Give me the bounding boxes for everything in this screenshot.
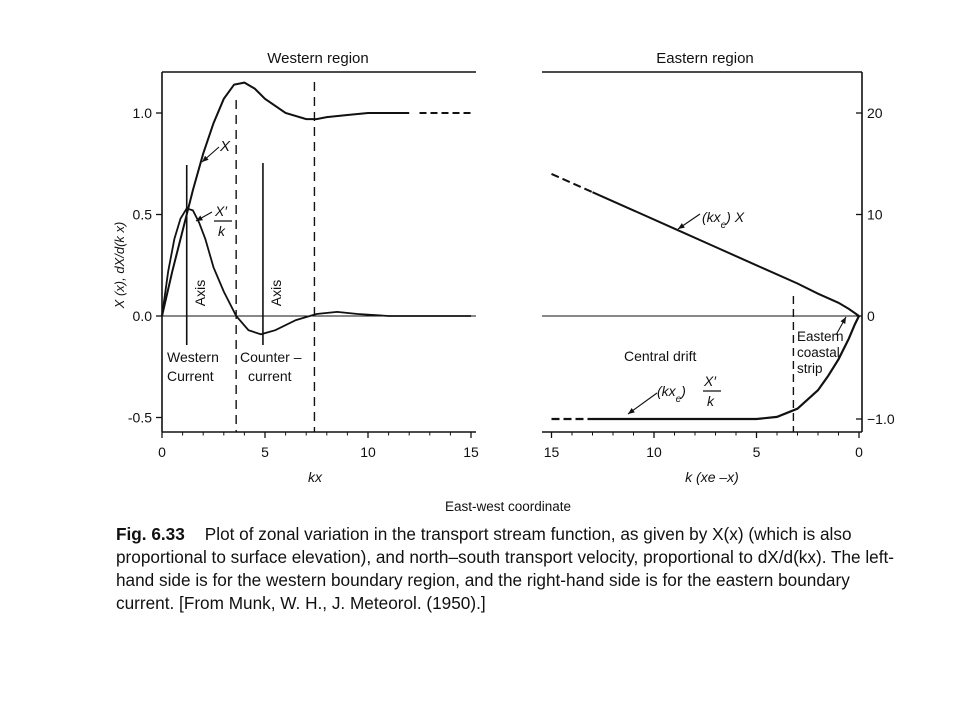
series-kxe-x-line (592, 191, 860, 317)
shared-xlabel: East-west coordinate (445, 499, 571, 514)
west-y-tick-label: -0.5 (128, 410, 152, 426)
label-kxe-x: (kxe) X (702, 209, 745, 231)
east-x-tick-label: 10 (646, 444, 662, 460)
west-x-tick-label: 15 (463, 444, 479, 460)
west-title: Western region (267, 50, 368, 67)
label-current: Current (167, 368, 214, 384)
label-western: Western (167, 349, 219, 365)
axis-label-2: Axis (268, 280, 284, 306)
west-x-tick-label: 0 (158, 444, 166, 460)
east-x-tick-label: 5 (753, 444, 761, 460)
east-y-tick-label: 20 (867, 105, 883, 121)
west-x-tick-label: 5 (261, 444, 269, 460)
label-kxe-xprime: (kxe) (657, 383, 686, 405)
series-x-line (161, 81, 410, 317)
axis-label-1: Axis (192, 280, 208, 306)
label-xprime: X′ (214, 203, 228, 219)
label-k: k (218, 223, 226, 239)
label-east-k: k (707, 393, 715, 409)
east-x-tick-label: 15 (544, 444, 560, 460)
label-coastal: coastal (797, 345, 840, 360)
label-countercurrent: current (248, 368, 292, 384)
east-plot-area (551, 172, 860, 432)
east-title: Eastern region (656, 50, 754, 67)
west-xlabel: kx (308, 469, 323, 485)
series-kxe-x-dashed-head (551, 172, 593, 194)
arrow-kxe-x-head (678, 223, 685, 229)
east-xlabel: k (xe –x) (685, 469, 739, 485)
west-y-tick-label: 1.0 (133, 105, 153, 121)
label-strip: strip (797, 361, 823, 376)
label-central-drift: Central drift (624, 348, 696, 364)
series-kxe-xprime-line (592, 315, 860, 421)
west-plot-area (161, 81, 471, 432)
arrow-eastern-strip-head (840, 317, 846, 324)
label-arrows (195, 146, 847, 415)
east-x-tick-label: 0 (855, 444, 863, 460)
arrow-xprime-head (196, 215, 203, 221)
figure-caption: Fig. 6.33 Plot of zonal variation in the … (116, 523, 906, 615)
caption-text: Plot of zonal variation in the transport… (116, 524, 894, 613)
west-axes: -0.5 0.0 0.5 1.0 0 5 10 15 (128, 71, 479, 460)
west-x-tick-label: 10 (360, 444, 376, 460)
arrow-kxe-xprime-head (628, 408, 635, 414)
label-eastern: Eastern (797, 329, 844, 344)
label-counter: Counter – (240, 349, 302, 365)
east-y-tick-label: 0 (867, 308, 875, 324)
east-axes: −1.0 0 10 20 15 10 5 0 (542, 71, 895, 460)
arrow-x-head (202, 155, 209, 162)
west-ylabel: X (x), dX/d(k x) (112, 222, 127, 310)
east-y-tick-label: 10 (867, 207, 883, 223)
caption-label: Fig. 6.33 (116, 524, 185, 544)
label-x: X (219, 138, 231, 155)
west-y-tick-label: 0.5 (133, 207, 153, 223)
west-y-tick-label: 0.0 (133, 308, 153, 324)
series-xprime-line (161, 207, 471, 336)
label-east-xprime: X′ (703, 373, 717, 389)
east-y-tick-label: −1.0 (867, 411, 895, 427)
